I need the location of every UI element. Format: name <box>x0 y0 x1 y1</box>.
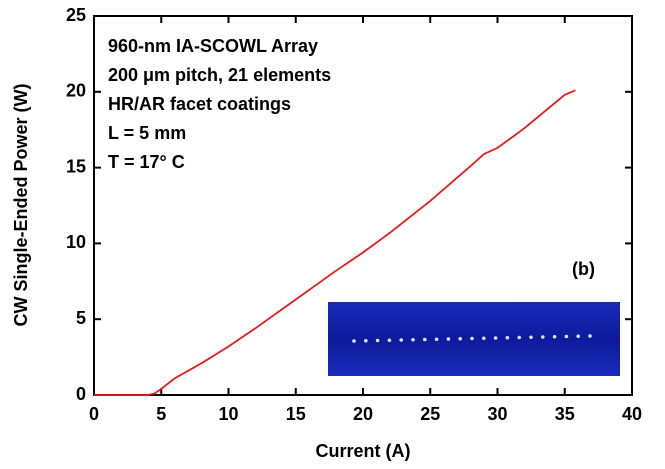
inset-image <box>328 302 620 376</box>
emitter-spot <box>517 335 521 340</box>
emitter-spot <box>423 337 427 342</box>
emitter-spot <box>588 334 592 338</box>
y-tick-label: 20 <box>66 81 86 101</box>
inset-background <box>328 302 620 376</box>
emitter-spot <box>364 338 368 343</box>
y-tick-label: 5 <box>76 308 86 328</box>
annotation: HR/AR facet coatings <box>108 94 291 114</box>
emitter-spot <box>387 338 392 343</box>
emitter-spot <box>446 337 451 341</box>
y-tick-label: 10 <box>66 232 86 252</box>
emitter-spot <box>434 337 439 342</box>
x-tick-label: 20 <box>353 404 373 424</box>
emitter-spot <box>576 334 580 339</box>
y-axis-label: CW Single-Ended Power (W) <box>11 84 31 327</box>
y-tick-label: 25 <box>66 5 86 25</box>
x-tick-label: 40 <box>622 404 642 424</box>
x-tick-label: 0 <box>89 404 99 424</box>
annotation: 960-nm IA-SCOWL Array <box>108 36 318 56</box>
emitter-spot <box>411 337 415 342</box>
x-tick-label: 15 <box>286 404 306 424</box>
emitter-spot <box>458 336 463 341</box>
inset-label: (b) <box>572 259 595 279</box>
emitter-spot <box>493 336 498 340</box>
emitter-spot <box>552 334 557 339</box>
y-tick-label: 15 <box>66 156 86 176</box>
emitter-spot <box>482 336 486 341</box>
emitter-spot <box>399 338 404 342</box>
x-tick-label: 30 <box>487 404 507 424</box>
emitter-spot <box>470 336 474 341</box>
x-tick-label: 5 <box>156 404 166 424</box>
x-tick-label: 10 <box>218 404 238 424</box>
y-tick-label: 0 <box>76 384 86 404</box>
x-axis-label: Current (A) <box>316 441 411 461</box>
x-tick-label: 25 <box>420 404 440 424</box>
emitter-spot <box>375 338 380 343</box>
emitter-spot <box>564 334 569 339</box>
annotation: 200 μm pitch, 21 elements <box>108 65 331 85</box>
data-line <box>94 89 576 396</box>
annotation: T = 17° C <box>108 152 185 172</box>
x-tick-label: 35 <box>555 404 575 424</box>
emitter-spot <box>541 335 545 339</box>
emitter-spot <box>529 335 533 340</box>
emitter-spot <box>505 335 510 340</box>
annotation: L = 5 mm <box>108 123 186 143</box>
emitter-spot <box>352 339 356 343</box>
